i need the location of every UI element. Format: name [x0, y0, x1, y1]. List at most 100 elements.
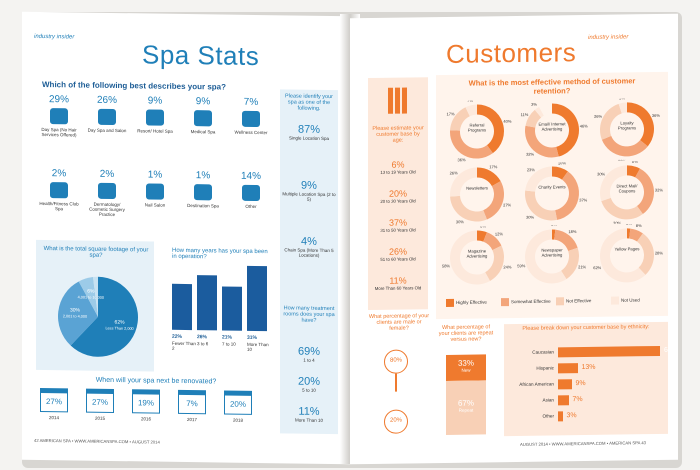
years-bar-chart: 22% Fewer Than 2 26% 3 to 6 21% 7 to 10 31% Mor…	[172, 265, 272, 375]
donut-center-label: Newspaper Advertising	[541, 248, 563, 258]
age-item: 11% More Than 60 Years Old	[368, 275, 428, 291]
legend-item: Not Effective	[556, 297, 610, 306]
years-pct: 26%	[197, 334, 208, 341]
donut-pct-label: 27%	[503, 202, 511, 207]
donut-segment	[525, 166, 552, 192]
renovation-pct: 27%	[45, 397, 62, 407]
donut-center-label: Newsletters	[466, 186, 488, 191]
spa-type-pct: 2%	[99, 168, 115, 180]
spa-type-item: 26% Day Spa and Salon	[84, 95, 130, 134]
ethnicity-bar	[558, 345, 660, 358]
identify-pct: 87%	[297, 123, 321, 136]
ethnicity-bar	[558, 395, 569, 406]
donut-pct-label: 32%	[526, 152, 534, 157]
donut-pct-label: 62%	[593, 265, 601, 270]
donut-pct-label: 5%	[619, 98, 625, 101]
ethnicity-bar	[558, 363, 578, 374]
calendar-icon: 20%	[224, 390, 252, 415]
donut-segment	[600, 103, 622, 140]
syringe-icon	[98, 182, 116, 200]
spa-type-item: 14% Other	[228, 171, 274, 210]
age-item: 20% 20 to 30 Years Old	[368, 188, 428, 204]
donut-segment	[525, 229, 567, 284]
spa-type-pct: 1%	[147, 169, 163, 181]
donut-center-label: Loyalty Programs	[617, 121, 637, 131]
rooms-pct: 11%	[298, 405, 320, 418]
donut-pct-label: 17%	[447, 111, 455, 116]
renovation-year: 2014	[48, 415, 59, 421]
donut-segment	[555, 171, 579, 220]
donut-pct-label: 30%	[613, 220, 621, 224]
donut-segment	[450, 107, 470, 131]
spa-type-label: Destination Spa	[187, 203, 219, 209]
identify-item: 87% Single Location Spa	[280, 123, 338, 141]
pool-ladder-icon	[194, 184, 212, 201]
donut-segment	[601, 135, 648, 157]
ethnicity-pct: 68%	[664, 346, 679, 354]
donut-segment	[477, 230, 487, 242]
legend-swatch	[446, 298, 454, 307]
spa-type-item: 2% Health/Fitness Club Spa	[36, 168, 82, 212]
rooms-item: 20% 5 to 10	[280, 375, 338, 393]
retention-donut: 10% 37% 30% 23% Charity Events	[525, 162, 588, 221]
donut-pct-label: 40%	[503, 119, 511, 124]
medical-kit-icon	[194, 110, 212, 127]
renovation-year: 2015	[94, 415, 105, 421]
spa-type-item: 29% Day Spa (No Hair Services Offered)	[36, 94, 82, 138]
donut-pct-label: 2%	[551, 225, 557, 227]
rooms-label: 5 to 10	[302, 387, 316, 393]
retention-donut: 40% 36% 17% 7% Referral Programs	[447, 100, 512, 162]
legend-item: Not Used	[611, 296, 665, 305]
donut-pct-label: 7%	[467, 100, 473, 103]
donut-segment	[483, 181, 504, 220]
age-column: Please estimate your customer base by ag…	[368, 77, 428, 311]
rooms-pct: 69%	[297, 345, 321, 358]
donut-segment	[450, 230, 491, 285]
years-bar	[222, 286, 242, 331]
donut-segment	[554, 229, 578, 251]
gender-question: What percentage of your clients are male…	[368, 313, 430, 332]
left-page-title: Spa Stats	[142, 39, 260, 72]
palm-tree-icon	[146, 109, 164, 126]
donut-segment	[600, 228, 646, 283]
ethnicity-bar	[558, 411, 563, 422]
age-item: 6% 13 to 19 Years Old	[368, 159, 428, 175]
pie-slice	[92, 276, 98, 317]
spa-type-label: Other	[245, 203, 257, 209]
donut-segment	[477, 167, 501, 187]
identify-item: 9% Multiple Location Spa (2 to 5)	[280, 179, 338, 202]
donut-pct-label: 36%	[652, 113, 660, 118]
donut-pct-label: 3%	[531, 102, 537, 107]
donut-pct-label: 59%	[517, 263, 525, 268]
donut-pct-label: 10%	[558, 162, 566, 166]
renovation-item: 27% 2015	[84, 388, 116, 421]
age-label: 20 to 30 Years Old	[380, 198, 416, 204]
years-label: 7 to 10	[222, 341, 236, 347]
renovation-pct: 27%	[91, 397, 108, 407]
retention-donut: 36% 33% 26% 5% Loyalty Programs	[594, 98, 660, 161]
age-label: 13 to 19 Years Old	[380, 169, 416, 175]
legend-label: Not Effective	[566, 298, 592, 304]
identify-column: Please identify your spa as one of the f…	[280, 89, 338, 435]
legend-item: Highly Effective	[446, 298, 500, 307]
repeat-label: Repeat	[458, 407, 474, 413]
donut-pct-label: 58%	[442, 263, 450, 268]
pie-pct-label: 6%	[87, 289, 95, 295]
years-pct: 22%	[172, 333, 183, 340]
donut-segment	[485, 245, 504, 281]
renovation-question: When will your spa next be renovated?	[95, 376, 217, 386]
donut-segment	[635, 168, 654, 215]
retention-question: What is the most effective method of cus…	[468, 76, 636, 96]
donut-pct-label: 17%	[489, 164, 497, 169]
rooms-list: 69% 1 to 4 20% 5 to 10 11% More Than 10	[280, 345, 338, 423]
pie-pct-label: 62%	[115, 320, 126, 326]
identify-label: Single Location Spa	[288, 135, 330, 141]
right-page-title: Customers	[446, 37, 577, 69]
spa-type-item: 1% Nail Salon	[132, 169, 178, 208]
years-bar	[172, 283, 192, 331]
legend-swatch	[611, 296, 619, 305]
legend-item: Somewhat Effective	[501, 297, 555, 307]
ellipsis-icon	[242, 184, 260, 202]
nail-polish-icon	[146, 183, 164, 200]
